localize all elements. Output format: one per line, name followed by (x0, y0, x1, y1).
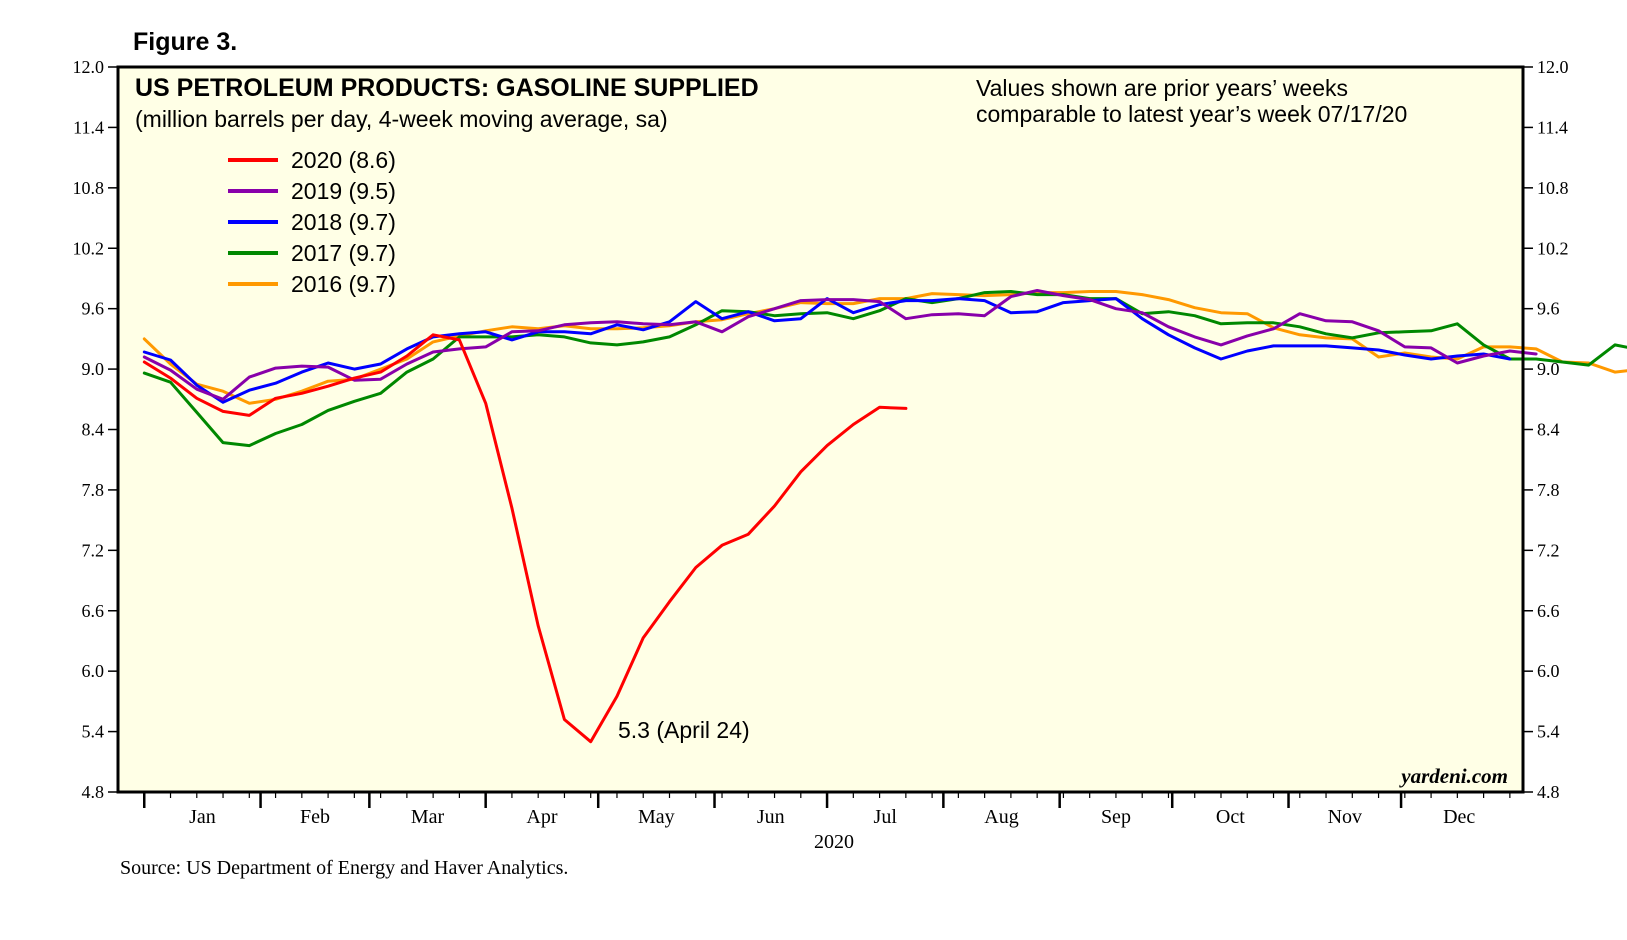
y-tick-label-left: 10.2 (73, 238, 105, 258)
source-note: Source: US Department of Energy and Have… (120, 857, 568, 879)
x-axis: Jan Feb Mar Apr May Jun Jul Aug Sep Oct Nov Dec (143, 792, 1511, 828)
min-annotation: 5.3 (April 24) (618, 717, 750, 743)
y-tick-label-right: 9.0 (1537, 359, 1560, 379)
legend-entry: 2016 (9.7) (291, 271, 396, 297)
legend-entry: 2018 (9.7) (291, 209, 396, 235)
y-tick-label-right: 4.8 (1537, 782, 1560, 802)
y-tick-label-right: 7.8 (1537, 480, 1560, 500)
y-tick-label-right: 10.8 (1537, 178, 1569, 198)
y-axis-right: 4.8 5.4 6.0 6.6 7.2 7.8 8.4 9.0 9.6 10.2 10.8 11.4 1… (1523, 57, 1569, 802)
y-tick-label-left: 9.6 (82, 299, 105, 319)
x-month-label: Sep (1101, 806, 1131, 828)
y-tick-label-left: 6.0 (82, 661, 105, 681)
legend-entry: 2020 (8.6) (291, 147, 396, 173)
x-month-label: Jun (757, 806, 785, 828)
x-month-label: Dec (1443, 806, 1475, 828)
y-tick-label-left: 7.2 (82, 540, 105, 560)
y-tick-label-right: 11.4 (1537, 117, 1568, 137)
y-tick-label-left: 11.4 (73, 117, 104, 137)
y-tick-label-right: 5.4 (1537, 722, 1560, 742)
chart-note-line-2: comparable to latest year’s week 07/17/2… (976, 101, 1407, 127)
series-layer (142, 289, 1627, 744)
y-tick-label-left: 9.0 (82, 359, 105, 379)
y-tick-label-left: 7.8 (82, 480, 105, 500)
y-tick-label-right: 8.4 (1537, 420, 1560, 440)
x-month-label: Mar (411, 806, 445, 828)
x-axis-year-label: 2020 (814, 831, 854, 853)
x-month-label: Apr (526, 806, 557, 828)
y-tick-label-right: 9.6 (1537, 299, 1560, 319)
brand-watermark: yardeni.com (1398, 764, 1508, 788)
y-axis-left: 4.8 5.4 6.0 6.6 7.2 7.8 8.4 9.0 9.6 10.2 10.8 11.4 1… (73, 57, 118, 802)
y-tick-label-right: 10.2 (1537, 238, 1569, 258)
chart-title: US PETROLEUM PRODUCTS: GASOLINE SUPPLIED (135, 74, 759, 102)
y-tick-label-left: 12.0 (73, 57, 105, 77)
y-tick-label-right: 12.0 (1537, 57, 1569, 77)
legend: 2020 (8.6) 2019 (9.5) 2018 (9.7) 2017 (9.7)… (228, 147, 396, 297)
chart-subtitle: (million barrels per day, 4-week moving … (135, 106, 668, 132)
series-line-2017 (142, 290, 1627, 448)
legend-entry: 2019 (9.5) (291, 178, 396, 204)
x-month-label: Feb (300, 806, 330, 828)
y-tick-label-left: 8.4 (82, 420, 105, 440)
x-month-label: Oct (1216, 806, 1245, 828)
y-tick-label-right: 6.0 (1537, 661, 1560, 681)
legend-entry: 2017 (9.7) (291, 240, 396, 266)
y-tick-label-right: 7.2 (1537, 540, 1560, 560)
chart-note-line-1: Values shown are prior years’ weeks (976, 75, 1348, 101)
figure-label: Figure 3. (133, 28, 237, 56)
x-month-label: Jan (189, 806, 216, 828)
y-tick-label-left: 5.4 (82, 722, 105, 742)
plot-background (118, 67, 1523, 792)
x-month-label: Nov (1328, 806, 1362, 828)
series-line-2020 (142, 333, 908, 744)
x-month-label: May (638, 806, 675, 828)
series-line-2019 (142, 289, 1538, 401)
y-tick-label-left: 6.6 (82, 601, 105, 621)
y-tick-label-left: 4.8 (82, 782, 105, 802)
y-tick-label-right: 6.6 (1537, 601, 1560, 621)
y-tick-label-left: 10.8 (73, 178, 105, 198)
x-month-label: Jul (874, 806, 898, 828)
x-month-label: Aug (984, 806, 1018, 828)
